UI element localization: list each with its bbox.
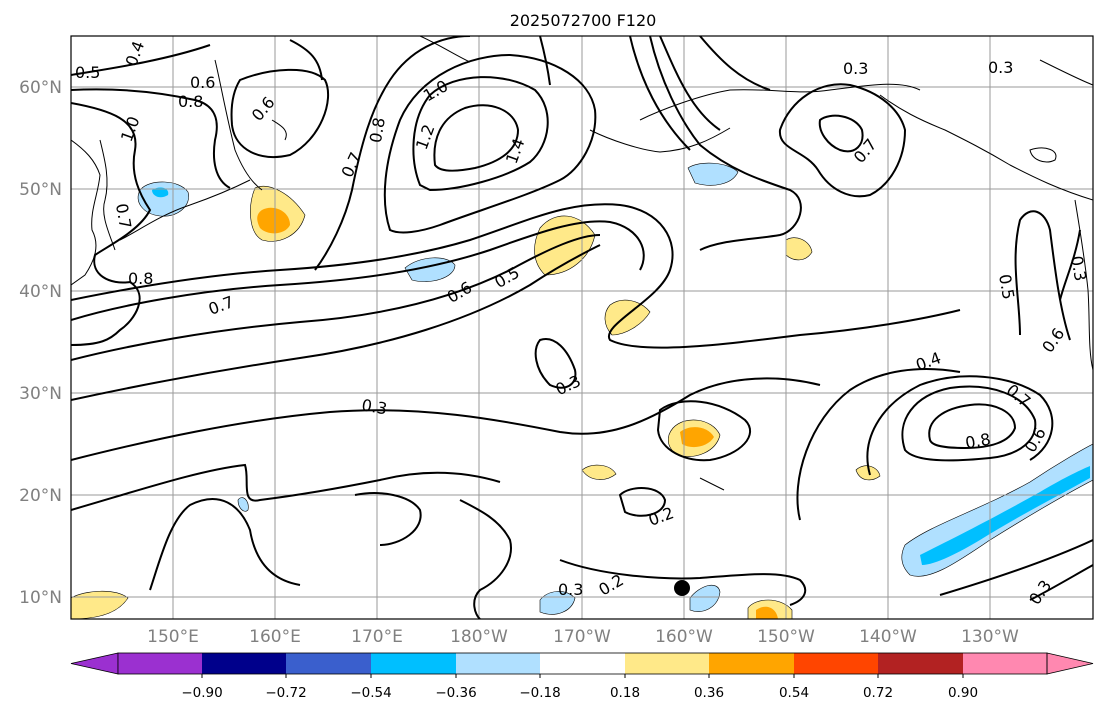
- colorbar-tick-label: −0.18: [519, 685, 560, 701]
- contour-label: 0.3: [360, 395, 388, 418]
- lat-label: 60°N: [19, 78, 62, 98]
- contour-label: 0.4: [913, 348, 943, 375]
- contour-label: 0.8: [128, 269, 153, 288]
- lat-label: 10°N: [19, 588, 62, 608]
- contour-label: 0.7: [338, 149, 366, 180]
- latitude-labels: 60°N 50°N 40°N 30°N 20°N 10°N: [19, 78, 62, 608]
- contour-label: 0.8: [964, 429, 992, 452]
- marker-dot: [674, 580, 690, 596]
- contour-label: 0.3: [558, 580, 583, 599]
- colorbar-tick-label: −0.90: [181, 685, 222, 701]
- contour-label: 0.7: [850, 135, 881, 167]
- colorbar-segment: [371, 653, 456, 674]
- colorbar-tick-label: 0.90: [948, 685, 978, 701]
- colorbar-tick-label: −0.72: [265, 685, 306, 701]
- colorbar-tick-label: 0.18: [610, 685, 640, 701]
- contour-label: 0.3: [843, 59, 868, 78]
- lon-label: 130°W: [961, 627, 1019, 647]
- contour-label: 0.6: [248, 93, 279, 125]
- graticule: [71, 36, 1093, 619]
- colorbar-tick-label: 0.54: [779, 685, 809, 701]
- colorbar-tick-label: −0.54: [350, 685, 391, 701]
- colorbar-segment: [878, 653, 963, 674]
- contour-label: 0.5: [75, 63, 100, 82]
- colorbar-tick-label: −0.36: [435, 685, 476, 701]
- contour-label: 0.6: [1038, 324, 1068, 356]
- contour-label: 0.6: [1021, 424, 1050, 456]
- contour-label: 0.8: [366, 116, 389, 144]
- colorbar-tick-label: 0.36: [694, 685, 724, 701]
- colorbar-segment: [625, 653, 709, 674]
- lon-label: 170°W: [553, 627, 611, 647]
- colorbar-extend-left: [70, 652, 119, 675]
- longitude-labels: 150°E 160°E 170°E 180°W 170°W 160°W 150°…: [147, 627, 1019, 647]
- lon-label: 140°W: [859, 627, 917, 647]
- colorbar-segment: [456, 653, 540, 674]
- contour-label: 0.2: [646, 503, 676, 530]
- colorbar-segment: [794, 653, 878, 674]
- figure-title: 2025072700 F120: [510, 11, 657, 30]
- contour-label: 0.3: [988, 58, 1013, 77]
- map-frame: [70, 35, 1094, 620]
- lon-label: 170°E: [351, 627, 403, 647]
- colorbar-segment: [709, 653, 794, 674]
- lon-label: 160°W: [655, 627, 713, 647]
- colorbar: [70, 652, 1094, 678]
- shaded-anomalies: [71, 162, 1093, 619]
- colorbar-tick-label: 0.72: [863, 685, 893, 701]
- colorbar-frame: [117, 652, 1048, 675]
- lon-label: 160°E: [249, 627, 301, 647]
- contour-label: 0.3: [1025, 576, 1055, 608]
- lat-label: 20°N: [19, 486, 62, 506]
- contour-label: 0.3: [553, 371, 584, 399]
- contour-label: 0.5: [995, 273, 1018, 301]
- contour-label: 0.5: [491, 263, 523, 292]
- contour-label: 0.7: [112, 202, 135, 230]
- contour-label: 0.3: [1067, 254, 1090, 282]
- lon-label: 180°W: [450, 627, 508, 647]
- contour-label: 1.4: [502, 136, 529, 166]
- lon-label: 150°W: [757, 627, 815, 647]
- lat-label: 30°N: [19, 384, 62, 404]
- contour-label: 0.7: [1003, 380, 1035, 411]
- lat-label: 40°N: [19, 282, 62, 302]
- contour-lines: [71, 36, 1093, 619]
- colorbar-segment: [963, 653, 1047, 674]
- lat-label: 50°N: [19, 180, 62, 200]
- contour-label: 0.6: [444, 278, 476, 307]
- colorbar-segment: [286, 653, 371, 674]
- contour-label: 0.8: [178, 92, 203, 111]
- contour-label-group: 0.5 0.4 0.6 0.8 1.0 0.6 0.7 0.8 1.0 1.2 …: [75, 38, 1090, 608]
- contour-label: 0.4: [122, 38, 149, 68]
- colorbar-segment: [118, 653, 202, 674]
- lon-label: 150°E: [147, 627, 199, 647]
- contour-label: 0.6: [190, 73, 215, 92]
- colorbar-tick-labels: −0.90 −0.72 −0.54 −0.36 −0.18 0.18 0.36 …: [181, 685, 978, 701]
- colorbar-extend-right: [1046, 652, 1094, 675]
- colorbar-segment: [202, 653, 286, 674]
- contour-label: 0.7: [206, 292, 236, 319]
- colorbar-segment: [540, 653, 625, 674]
